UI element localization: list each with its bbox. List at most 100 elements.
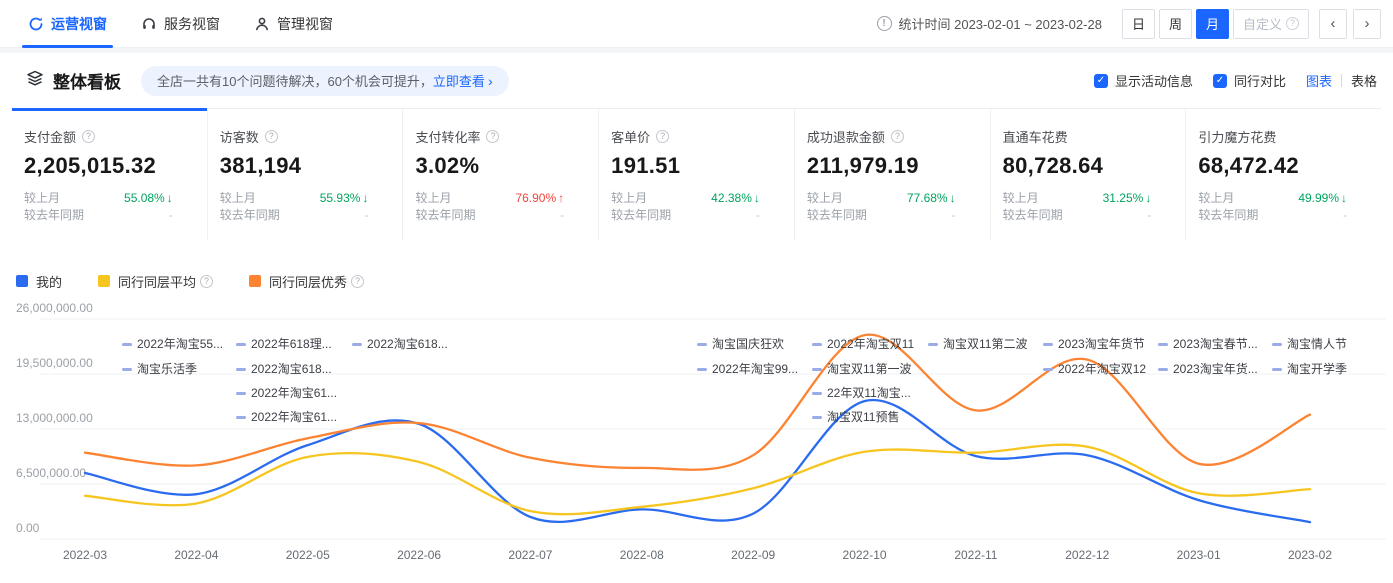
arrow-down-icon: ↓ xyxy=(1145,191,1152,205)
period-day-button[interactable]: 日 xyxy=(1121,8,1155,39)
x-axis-label: 2022-05 xyxy=(286,548,330,562)
activity-marker[interactable]: 2022年淘宝55... xyxy=(122,336,223,353)
refresh-circle-icon xyxy=(28,16,44,32)
person-icon xyxy=(254,16,270,32)
series-line-我的 xyxy=(83,398,1312,524)
period-month-button[interactable]: 月 xyxy=(1195,8,1229,39)
tab-management-view[interactable]: 管理视窗 xyxy=(254,0,333,48)
board-right-controls: 显示活动信息 同行对比 图表 表格 xyxy=(1093,71,1377,90)
tab-label: 管理视窗 xyxy=(277,15,333,32)
checkbox-checked-icon xyxy=(1093,73,1108,88)
x-axis-label: 2022-12 xyxy=(1065,548,1109,562)
kpi-value: 68,472.42 xyxy=(1198,153,1299,178)
notice-pill: 全店一共有10个问题待解决，60个机会可提升， 立即查看 › xyxy=(141,65,509,96)
tab-label: 运营视窗 xyxy=(51,15,107,32)
board-header: 整体看板 全店一共有10个问题待解决，60个机会可提升，立即查看› 显示活动信息… xyxy=(0,53,1393,108)
x-axis-label: 2022-06 xyxy=(397,548,441,562)
legend-swatch xyxy=(16,275,28,287)
activity-marker[interactable]: 淘宝开学季 xyxy=(1272,361,1347,378)
kpi-card[interactable]: 直通车花费 80,728.64 较上月 31.25% ↓ 较去年同期 - xyxy=(989,109,1186,240)
activity-label: 淘宝双11第二波 xyxy=(943,337,1028,351)
legend-label: 我的 xyxy=(36,274,63,290)
x-axis-label: 2022-04 xyxy=(174,548,218,562)
activity-marker[interactable]: 2023淘宝年货节 xyxy=(1043,336,1145,353)
kpi-yoy-row: 较去年同期 - xyxy=(415,208,565,222)
activity-dash-icon xyxy=(236,416,246,419)
activity-label: 2022年淘宝61... xyxy=(251,410,338,424)
activity-marker[interactable]: 淘宝国庆狂欢 xyxy=(697,336,784,353)
kpi-title: 成功退款金额 xyxy=(807,127,990,146)
activity-marker[interactable]: 2022年淘宝61... xyxy=(236,385,337,402)
activity-marker[interactable]: 2022年淘宝双12 xyxy=(1043,361,1146,378)
tab-service-view[interactable]: 服务视窗 xyxy=(141,0,220,48)
kpi-mom-row: 较上月 55.08% ↓ xyxy=(24,191,173,205)
kpi-title: 直通车花费 xyxy=(1002,130,1068,145)
period-custom-button[interactable]: 自定义 xyxy=(1232,8,1309,39)
view-now-link[interactable]: 立即查看 xyxy=(432,74,485,89)
activity-marker[interactable]: 2023淘宝春节... xyxy=(1158,336,1258,353)
question-icon xyxy=(200,274,214,288)
activity-marker[interactable]: 2022淘宝618... xyxy=(236,361,332,378)
activity-marker[interactable]: 淘宝双11第二波 xyxy=(928,336,1027,353)
activity-marker[interactable]: 2022年淘宝99... xyxy=(697,361,798,378)
headset-icon xyxy=(141,16,157,32)
chart-legend: 我的 同行同层平均 同行同层优秀 xyxy=(16,272,1393,291)
y-axis-label: 19,500,000.00 xyxy=(16,356,93,370)
activity-dash-icon xyxy=(812,392,822,395)
arrow-down-icon: ↓ xyxy=(1341,191,1348,205)
show-activity-checkbox[interactable]: 显示活动信息 xyxy=(1093,71,1193,90)
chevron-right-icon[interactable]: › xyxy=(487,72,493,89)
activity-dash-icon xyxy=(1158,368,1168,371)
activity-marker[interactable]: 2022年淘宝双11 xyxy=(812,336,914,353)
activity-marker[interactable]: 2022年618理... xyxy=(236,336,332,353)
activity-label: 2022年淘宝双12 xyxy=(1058,362,1147,376)
kpi-mom-delta: 31.25% ↓ xyxy=(1102,191,1152,205)
next-period-button[interactable]: › xyxy=(1353,8,1381,39)
series-line-同行同层平均 xyxy=(83,443,1312,516)
kpi-yoy-row: 较去年同期 - xyxy=(24,208,173,222)
activity-marker[interactable]: 淘宝情人节 xyxy=(1272,336,1347,353)
legend-swatch xyxy=(98,275,111,287)
chart-view-link[interactable]: 图表 xyxy=(1305,74,1332,89)
activity-marker[interactable]: 淘宝双11预售 xyxy=(812,409,899,426)
activity-dash-icon xyxy=(1043,343,1053,346)
y-axis-label: 6,500,000.00 xyxy=(16,466,86,480)
x-axis-label: 2022-03 xyxy=(63,548,107,562)
kpi-title: 引力魔方花费 xyxy=(1198,130,1277,145)
legend-label: 同行同层平均 xyxy=(118,274,197,290)
tab-operation-view[interactable]: 运营视窗 xyxy=(22,0,113,48)
activity-marker[interactable]: 2022年淘宝61... xyxy=(236,409,337,426)
activity-marker[interactable]: 2023淘宝年货... xyxy=(1158,361,1258,378)
peer-compare-checkbox[interactable]: 同行对比 xyxy=(1212,71,1286,90)
activity-label: 2022年淘宝61... xyxy=(251,386,338,400)
question-icon xyxy=(264,130,278,143)
x-axis-label: 2022-10 xyxy=(843,548,887,562)
view-tabs: 运营视窗 服务视窗 管理视窗 xyxy=(22,0,333,48)
kpi-card[interactable]: 引力魔方花费 68,472.42 较上月 49.99% ↓ 较去年同期 - xyxy=(1185,109,1381,240)
kpi-mom-delta: 55.08% ↓ xyxy=(124,191,173,205)
trend-chart: 0.00 6,500,000.00 13,000,000.00 19,500,000.… xyxy=(0,300,1393,583)
legend-item[interactable]: 同行同层平均 xyxy=(98,272,214,291)
chart-canvas[interactable]: 0.00 6,500,000.00 13,000,000.00 19,500,000.… xyxy=(0,300,1393,583)
activity-dash-icon xyxy=(697,368,707,371)
activity-marker[interactable]: 淘宝乐活季 xyxy=(122,361,197,378)
checkbox-checked-icon xyxy=(1212,73,1227,88)
custom-label: 自定义 xyxy=(1242,17,1282,32)
activity-marker[interactable]: 2022淘宝618... xyxy=(352,336,448,353)
activity-marker[interactable]: 22年双11淘宝... xyxy=(812,385,911,402)
x-axis-label: 2022-09 xyxy=(731,548,775,562)
legend-item[interactable]: 同行同层优秀 xyxy=(249,272,365,291)
table-view-link[interactable]: 表格 xyxy=(1350,74,1377,89)
activity-label: 2023淘宝春节... xyxy=(1173,337,1258,351)
legend-item[interactable]: 我的 xyxy=(16,272,62,291)
period-week-button[interactable]: 周 xyxy=(1158,8,1192,39)
prev-period-button[interactable]: ‹ xyxy=(1319,8,1347,39)
activity-marker[interactable]: 淘宝双11第一波 xyxy=(812,361,911,378)
activity-label: 2022年淘宝99... xyxy=(712,362,799,376)
tab-label: 服务视窗 xyxy=(164,15,220,32)
